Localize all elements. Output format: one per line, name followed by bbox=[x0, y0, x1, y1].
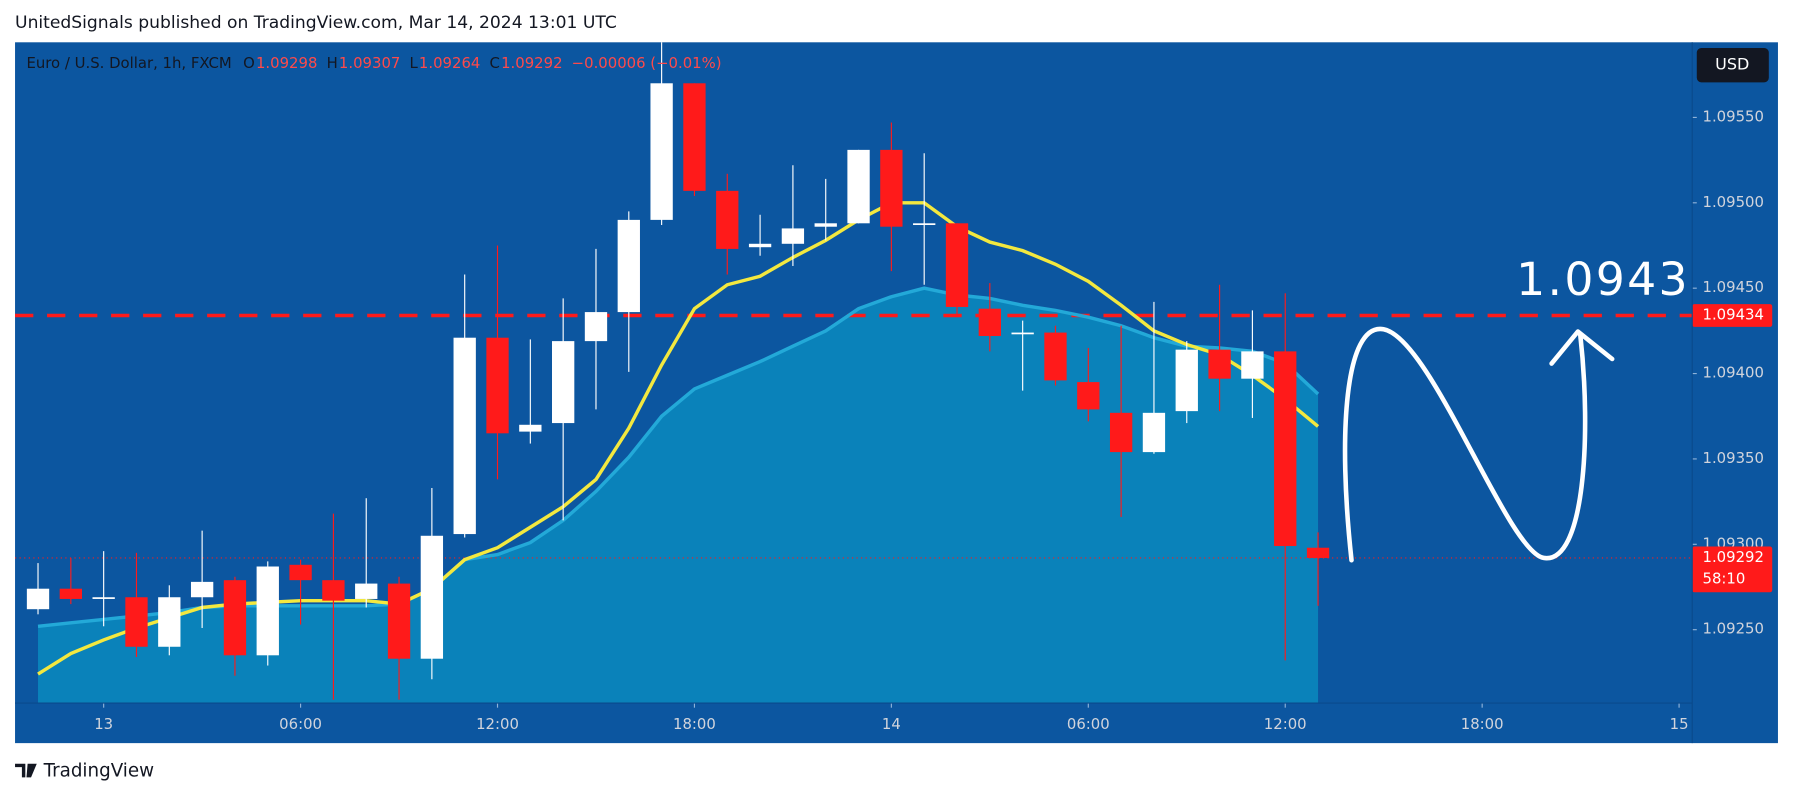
ohlc-key: C bbox=[490, 54, 500, 72]
candle-body bbox=[223, 580, 247, 656]
candle-body bbox=[650, 83, 673, 220]
ohlc-key: H bbox=[327, 54, 338, 72]
price-label: 1.09434 bbox=[1703, 306, 1764, 324]
candle-body bbox=[190, 581, 214, 598]
legend: Euro / U.S. Dollar, 1h, FXCM O1.09298 H1.0… bbox=[26, 54, 721, 72]
candle-body bbox=[1175, 349, 1198, 412]
x-tick-label: 12:00 bbox=[1264, 715, 1307, 733]
x-tick-label: 14 bbox=[882, 715, 901, 733]
x-tick-label: 12:00 bbox=[476, 715, 519, 733]
candle-body bbox=[486, 337, 509, 434]
price-annotation: 1.0943 bbox=[1516, 253, 1690, 306]
y-tick-label: 1.09400 bbox=[1703, 364, 1764, 382]
candle-body bbox=[1241, 351, 1264, 379]
candle-body bbox=[420, 535, 444, 659]
ohlc-value: 1.09307 bbox=[339, 54, 400, 72]
candle-body bbox=[551, 341, 575, 424]
candle-body bbox=[978, 308, 1001, 336]
candle-body bbox=[748, 243, 772, 248]
candle-body bbox=[1306, 547, 1330, 558]
symbol-title: Euro / U.S. Dollar, 1h, FXCM bbox=[26, 54, 231, 72]
candle-body bbox=[1109, 412, 1133, 453]
candle-body bbox=[453, 337, 476, 535]
ma-area bbox=[38, 288, 1319, 704]
x-tick-label: 13 bbox=[94, 715, 113, 733]
change: −0.00006 (−0.01%) bbox=[572, 54, 722, 72]
candle-body bbox=[945, 223, 969, 307]
currency-label: USD bbox=[1715, 55, 1749, 74]
candle-body bbox=[781, 228, 805, 244]
y-tick-label: 1.09350 bbox=[1703, 449, 1764, 467]
candle-body bbox=[880, 149, 903, 227]
plot: 1.092501.093001.093501.094001.094501.095… bbox=[15, 42, 1773, 733]
ohlc-key: O bbox=[243, 54, 255, 72]
x-tick-label: 15 bbox=[1670, 715, 1689, 733]
x-tick-label: 18:00 bbox=[1461, 715, 1504, 733]
ma-line bbox=[37, 286, 1320, 628]
price-label: 1.09292 bbox=[1703, 548, 1764, 566]
candle-body bbox=[519, 424, 542, 432]
candle-body bbox=[322, 580, 345, 601]
x-tick-label: 06:00 bbox=[1067, 715, 1110, 733]
candle-body bbox=[1142, 412, 1166, 453]
candle-body bbox=[158, 597, 181, 647]
candle-body bbox=[26, 588, 50, 610]
candle-body bbox=[913, 223, 936, 226]
ohlc-value: 1.09264 bbox=[419, 54, 480, 72]
y-tick-label: 1.09500 bbox=[1703, 193, 1764, 211]
candle-body bbox=[584, 312, 608, 342]
y-tick-label: 1.09450 bbox=[1703, 278, 1764, 296]
candle-body bbox=[683, 83, 706, 191]
candle-body bbox=[716, 190, 739, 249]
footer-brand: TradingView bbox=[43, 761, 155, 782]
price-label-box bbox=[1692, 546, 1773, 593]
hand-drawn-arrow bbox=[1342, 326, 1615, 563]
candle-body bbox=[814, 223, 837, 227]
candle-body bbox=[1011, 332, 1034, 335]
publish-header: UnitedSignals published on TradingView.c… bbox=[15, 13, 617, 33]
countdown-label: 58:10 bbox=[1703, 570, 1746, 588]
ohlc-key: L bbox=[410, 54, 419, 72]
candle-body bbox=[1274, 351, 1297, 547]
candle-body bbox=[125, 597, 148, 647]
candle-body bbox=[289, 564, 312, 581]
candle-body bbox=[256, 566, 279, 656]
x-tick-label: 18:00 bbox=[673, 715, 716, 733]
y-tick-label: 1.09550 bbox=[1703, 107, 1764, 125]
ohlc-value: 1.09298 bbox=[256, 54, 317, 72]
candle-body bbox=[1077, 382, 1100, 410]
ma-line bbox=[37, 201, 1320, 676]
currency-button[interactable] bbox=[1696, 48, 1769, 83]
tradingview-logo bbox=[15, 763, 37, 778]
candle-body bbox=[355, 583, 378, 599]
ohlc-value: 1.09292 bbox=[501, 54, 562, 72]
candle-body bbox=[617, 219, 640, 313]
y-tick-label: 1.09250 bbox=[1703, 620, 1764, 638]
price-label-box bbox=[1692, 304, 1773, 327]
candle-body bbox=[1208, 349, 1231, 379]
candle-body bbox=[387, 583, 411, 659]
candle-body bbox=[92, 597, 115, 599]
candle-body bbox=[847, 149, 870, 224]
x-tick-label: 06:00 bbox=[279, 715, 322, 733]
candle-body bbox=[59, 588, 82, 599]
candle-body bbox=[1044, 332, 1067, 381]
